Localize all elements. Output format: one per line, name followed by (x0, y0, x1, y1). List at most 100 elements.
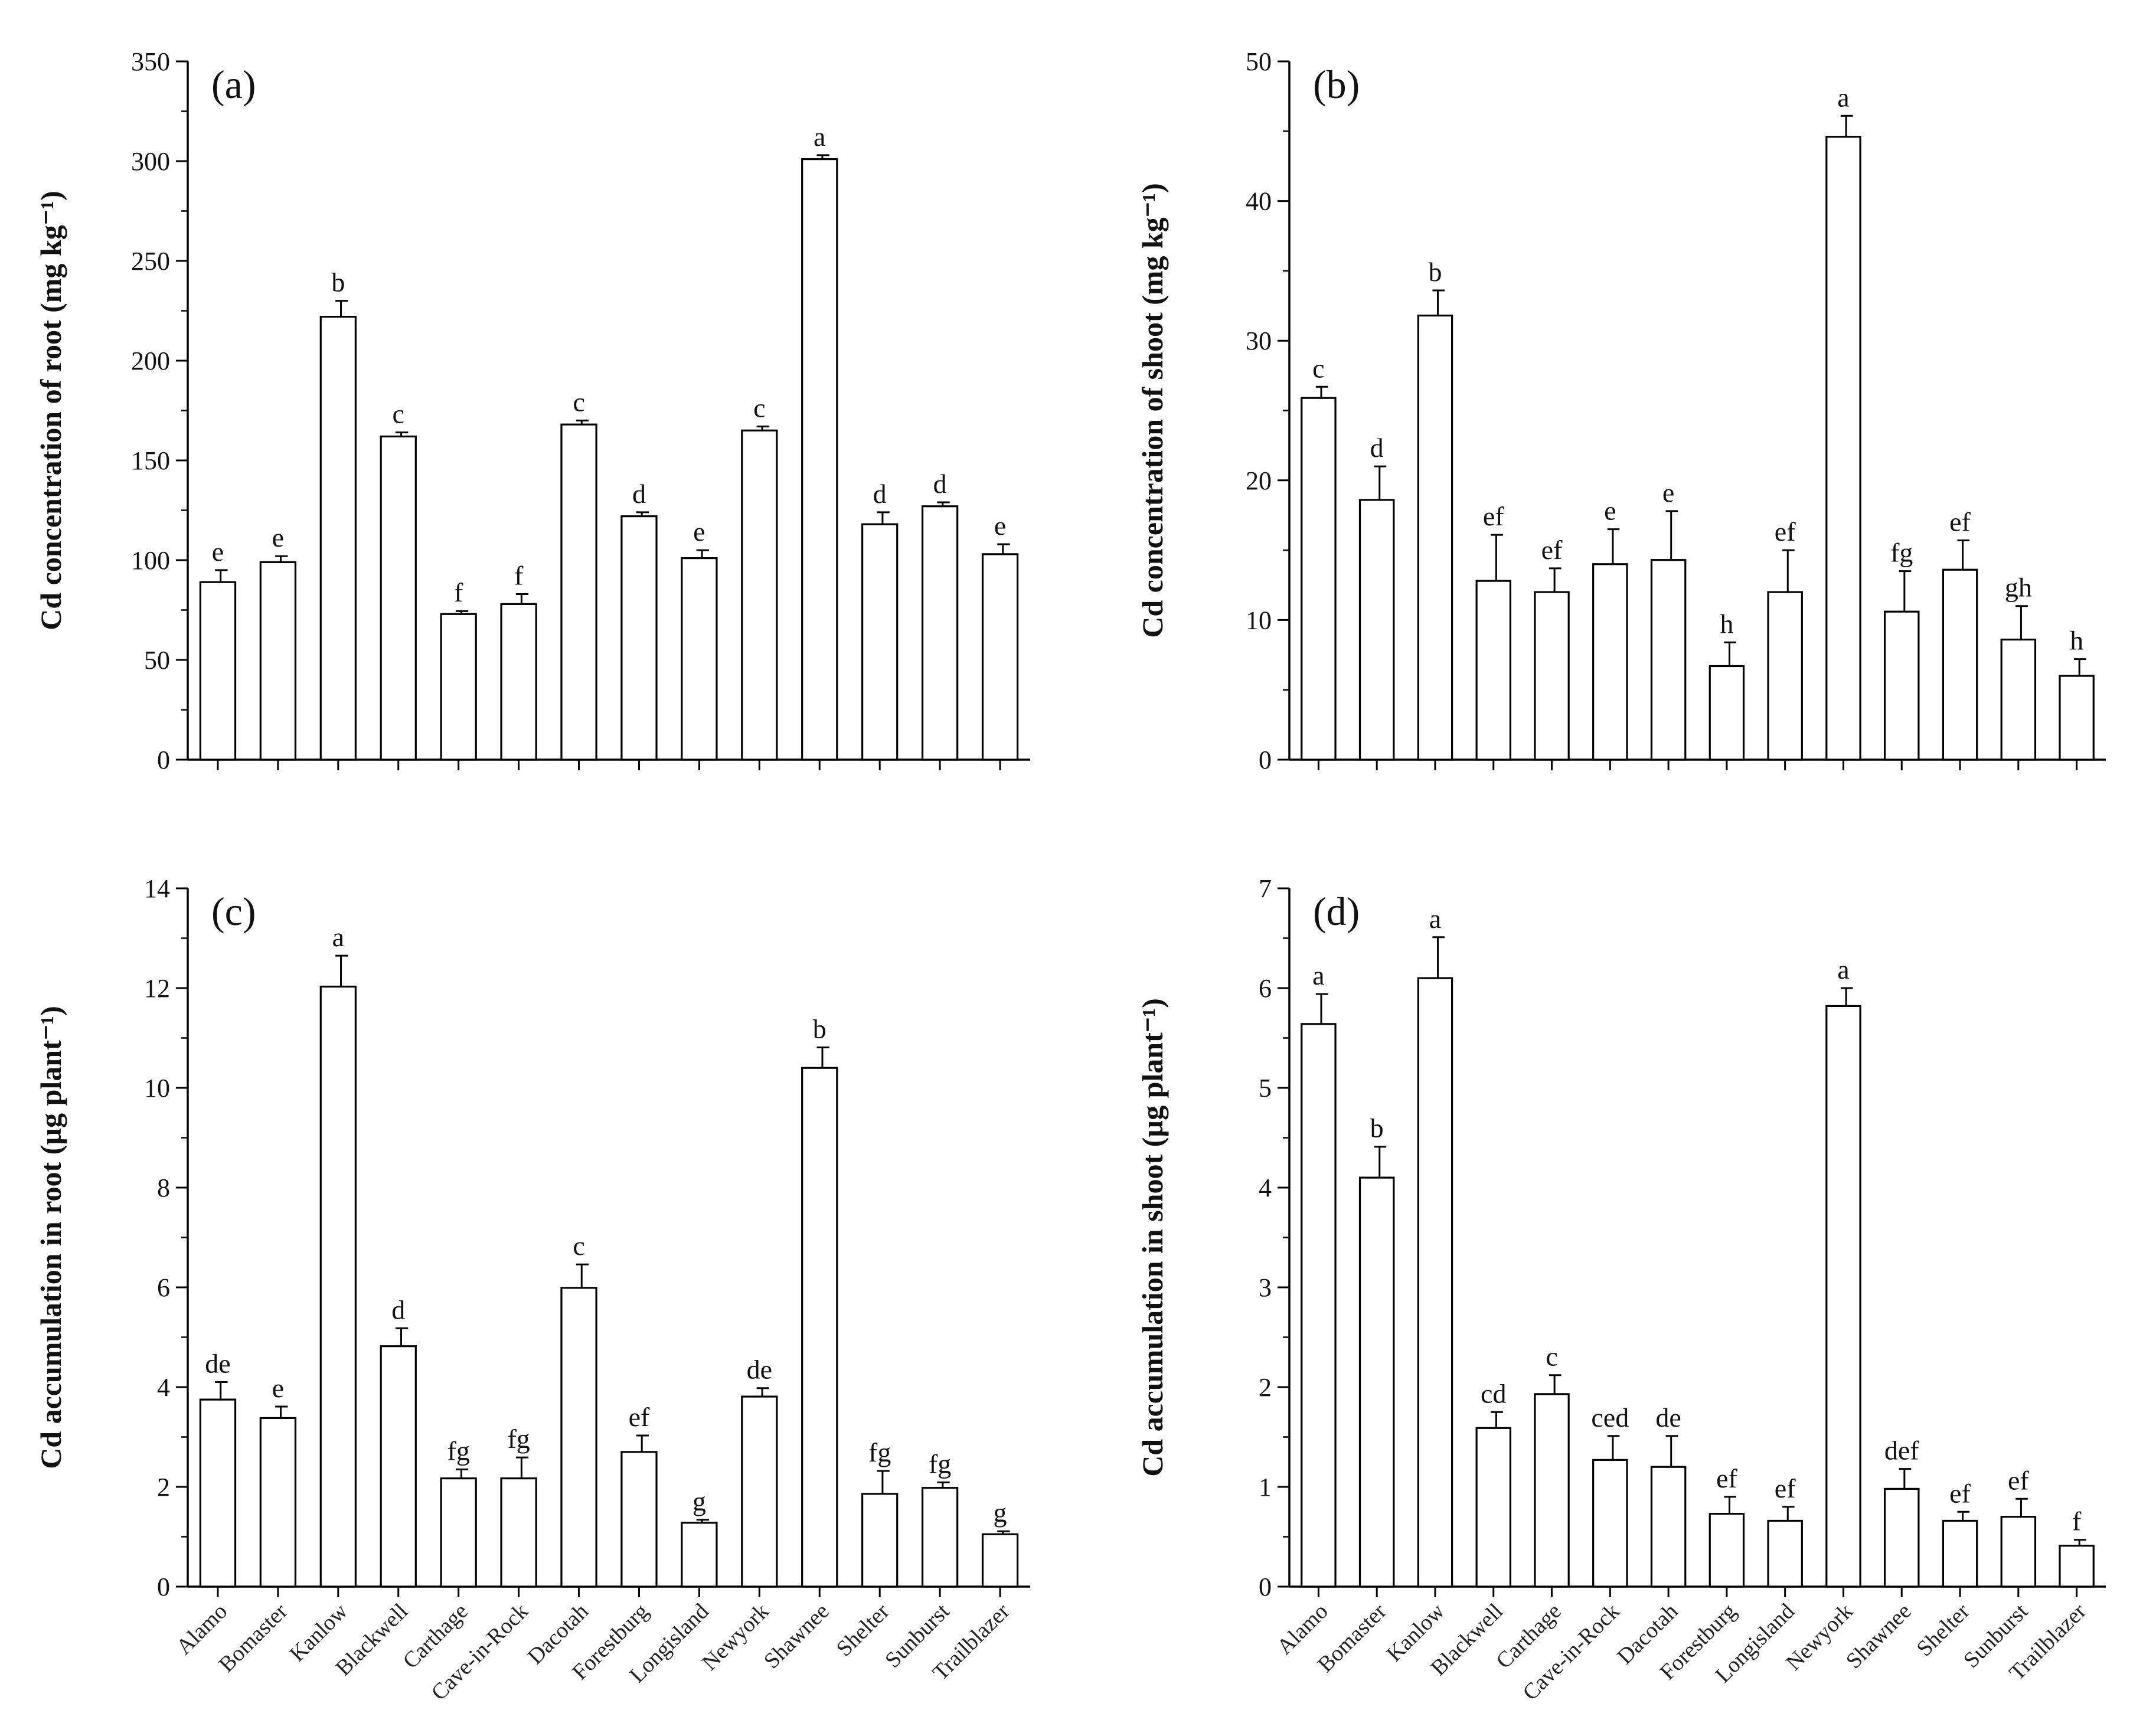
significance-letter-shawnee: def (1884, 1436, 1919, 1466)
bar-cave-in-rock (1592, 563, 1628, 761)
panel-label: (b) (1313, 62, 1360, 107)
significance-letter-kanlow: a (332, 922, 344, 952)
bar-kanlow (319, 985, 357, 1588)
y-tick-label: 14 (144, 874, 170, 903)
y-tick-label: 7 (1259, 874, 1272, 903)
y-tick-label: 4 (157, 1373, 170, 1402)
bar-trailblazer (2059, 675, 2095, 761)
panel-label: (a) (211, 62, 256, 107)
bar-forestburg (620, 515, 658, 761)
significance-letter-carthage: fg (447, 1436, 470, 1466)
bar-shelter (861, 523, 899, 761)
significance-letter-newyork: a (1837, 954, 1849, 985)
bar-newyork (1825, 1005, 1861, 1588)
significance-letter-cave-in-rock: fg (507, 1424, 530, 1454)
bar-shawnee (1884, 610, 1920, 761)
y-tick-label: 10 (1246, 606, 1272, 635)
bar-blackwell (380, 1345, 417, 1588)
significance-letter-trailblazer: g (994, 1497, 1007, 1528)
significance-letter-kanlow: a (1429, 904, 1441, 934)
bar-carthage (1534, 1393, 1570, 1588)
significance-letter-forestburg: ef (629, 1402, 650, 1432)
bar-forestburg (620, 1451, 658, 1588)
significance-letter-bomaster: e (272, 522, 284, 552)
significance-letter-sunburst: d (933, 469, 947, 499)
significance-letter-newyork: a (1837, 82, 1849, 112)
y-tick-label: 100 (131, 546, 170, 575)
y-tick-label: 300 (131, 147, 170, 176)
significance-letter-blackwell: ef (1483, 501, 1504, 531)
bar-dacotah (1650, 1466, 1687, 1588)
significance-letter-alamo: a (1312, 960, 1324, 990)
y-tick-label: 3 (1259, 1273, 1272, 1302)
significance-letter-shelter: ef (1949, 1478, 1971, 1508)
y-tick-label: 0 (1259, 1572, 1272, 1601)
significance-letter-longisland: e (693, 516, 705, 547)
bar-shelter (1942, 1519, 1978, 1588)
y-tick-label: 50 (144, 646, 170, 675)
significance-letter-trailblazer: f (2072, 1506, 2082, 1536)
significance-letter-shelter: ef (1949, 507, 1971, 537)
bar-trailblazer (2059, 1545, 2095, 1588)
significance-letter-newyork: de (747, 1355, 772, 1385)
y-axis-title: Cd accumulation in root (µg plant⁻¹) (34, 1006, 67, 1469)
y-tick-label: 30 (1246, 326, 1272, 355)
significance-letter-kanlow: b (331, 267, 345, 297)
y-tick-label: 12 (144, 974, 170, 1003)
bar-shelter (1942, 568, 1978, 761)
y-tick-label: 6 (157, 1273, 170, 1302)
bar-longisland (1767, 591, 1803, 761)
bar-sunburst (2000, 638, 2037, 761)
significance-letter-cave-in-rock: e (1604, 496, 1616, 526)
y-tick-label: 20 (1246, 466, 1272, 495)
bar-dacotah (1650, 559, 1687, 761)
y-tick-label: 1 (1259, 1473, 1272, 1502)
y-tick-label: 10 (144, 1074, 170, 1103)
bar-blackwell (1475, 1427, 1511, 1588)
y-tick-label: 0 (1259, 745, 1272, 774)
significance-letter-carthage: ef (1541, 535, 1563, 565)
panel-label: (c) (211, 889, 256, 934)
bar-alamo (1301, 397, 1337, 761)
bar-sunburst (2000, 1516, 2037, 1588)
bar-alamo (1301, 1023, 1337, 1588)
bar-bomaster (259, 561, 297, 761)
y-tick-label: 50 (1246, 47, 1272, 76)
bar-kanlow (1417, 977, 1453, 1588)
bar-carthage (440, 613, 477, 761)
significance-letter-longisland: g (692, 1486, 706, 1516)
y-tick-label: 0 (157, 1572, 170, 1601)
significance-letter-carthage: c (1546, 1342, 1557, 1372)
bar-blackwell (380, 435, 417, 761)
y-tick-label: 250 (131, 247, 170, 276)
bar-bomaster (1358, 499, 1395, 761)
y-tick-label: 6 (1259, 974, 1272, 1003)
significance-letter-dacotah: c (573, 1231, 584, 1261)
y-axis-title: Cd accumulation in shoot (µg plant⁻¹) (1136, 998, 1169, 1477)
bar-cave-in-rock (500, 1477, 537, 1588)
significance-letter-dacotah: c (573, 387, 584, 417)
significance-letter-cave-in-rock: ced (1591, 1402, 1629, 1433)
significance-letter-sunburst: ef (2008, 1465, 2029, 1495)
significance-letter-shelter: d (873, 479, 887, 509)
y-tick-label: 4 (1259, 1173, 1272, 1202)
y-tick-label: 0 (157, 745, 170, 774)
significance-letter-forestburg: d (632, 479, 646, 509)
bar-bomaster (259, 1417, 297, 1588)
significance-letter-blackwell: c (393, 399, 404, 429)
significance-letter-forestburg: ef (1716, 1463, 1737, 1493)
bar-cave-in-rock (500, 603, 537, 761)
bar-dacotah (560, 1287, 597, 1588)
bar-carthage (440, 1477, 477, 1588)
bar-forestburg (1709, 1513, 1745, 1588)
bar-newyork (1825, 136, 1861, 761)
bar-cave-in-rock (1592, 1459, 1628, 1588)
significance-letter-alamo: c (1312, 353, 1324, 383)
bar-longisland (681, 1522, 718, 1588)
significance-letter-trailblazer: h (2070, 626, 2083, 656)
y-tick-label: 2 (1259, 1373, 1272, 1402)
y-tick-label: 40 (1246, 187, 1272, 216)
bar-bomaster (1358, 1176, 1395, 1588)
significance-letter-longisland: ef (1775, 516, 1796, 547)
